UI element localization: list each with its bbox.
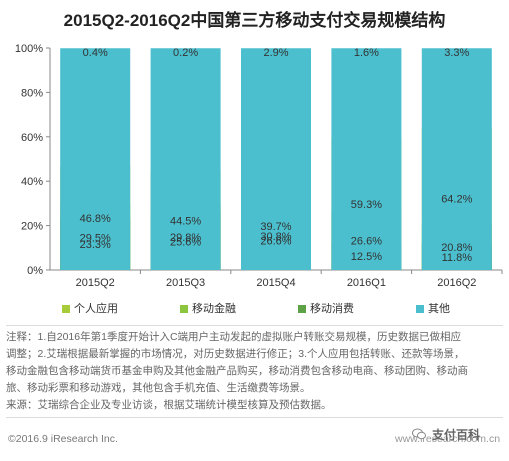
bar-segment — [60, 48, 131, 270]
y-tick-label: 40% — [21, 176, 43, 188]
data-label: 1.6% — [354, 47, 379, 59]
data-label: 20.8% — [441, 242, 472, 254]
chart-title: 2015Q2-2016Q2中国第三方移动支付交易规模结构 — [63, 11, 446, 30]
legend-item: 个人应用 — [62, 300, 118, 316]
source-line: 来源：艾瑞综合企业及专业访谈，根据艾瑞统计模型核算及预估数据。 — [6, 399, 332, 411]
data-label: 44.5% — [170, 216, 201, 228]
data-label: 23.3% — [80, 239, 111, 251]
legend-label: 移动消费 — [310, 303, 354, 315]
y-tick-label: 60% — [21, 132, 43, 144]
legend-label: 个人应用 — [74, 303, 118, 315]
chart-bars — [60, 47, 492, 270]
stacked-bar-chart: 0% 20% 40% 60% 80% 100% 2015Q2 2015Q3 2015Q4 2016… — [15, 43, 503, 289]
legend-swatch — [416, 305, 424, 313]
y-tick-label: 0% — [27, 265, 43, 277]
legend-item: 移动消费 — [298, 300, 354, 316]
data-label: 3.3% — [444, 47, 469, 59]
data-label: 29.8% — [170, 232, 201, 244]
bar-segment — [150, 48, 221, 270]
legend-label: 其他 — [428, 303, 450, 315]
y-tick-label: 80% — [21, 87, 43, 99]
legend-swatch — [180, 305, 188, 313]
chart-axes: 0% 20% 40% 60% 80% 100% 2015Q2 2015Q3 2015Q4 2016… — [15, 43, 503, 289]
x-tick-label: 2015Q3 — [166, 277, 205, 289]
data-label: 0.4% — [83, 47, 108, 59]
data-label: 25.6% — [170, 237, 201, 249]
legend-item: 其他 — [416, 300, 450, 316]
data-label: 11.8% — [442, 252, 473, 264]
note-line: 注释：1.自2016年第1季度开始计入C端用户主动发起的虚拟账户转账交易规模，历… — [6, 331, 462, 343]
legend-item: 移动金融 — [180, 300, 236, 316]
legend-swatch — [298, 305, 306, 313]
x-tick-label: 2016Q1 — [347, 277, 386, 289]
note-line: 移动金融包含移动端货币基金申购及其他金融产品购买，移动消费包含移动电商、移动团购… — [6, 365, 468, 377]
bar-segment — [331, 48, 402, 270]
data-label: 46.8% — [80, 213, 111, 225]
x-tick-label: 2015Q2 — [76, 277, 115, 289]
data-label: 59.3% — [351, 199, 382, 211]
data-label: 2.9% — [263, 47, 288, 59]
y-tick-label: 100% — [15, 43, 43, 55]
watermark: 支付百科 — [432, 428, 481, 442]
copyright: ©2016.9 iResearch Inc. — [8, 433, 118, 445]
y-tick-label: 20% — [21, 221, 43, 233]
note-line: 调整；2.艾瑞根据最新掌握的市场情况，对历史数据进行修正；3.个人应用包括转账、… — [6, 348, 465, 360]
bar-segment — [421, 48, 492, 270]
wechat-logo-icon — [412, 428, 426, 440]
x-tick-label: 2015Q4 — [256, 277, 295, 289]
data-label: 12.5% — [351, 251, 382, 263]
data-label: 39.7% — [260, 221, 291, 233]
chart-data-labels: 29.5% 46.8% 23.3% 0.4% 29.8% 44.5% 25.6% 0.2% 30… — [80, 47, 473, 264]
notes-block: 注释：1.自2016年第1季度开始计入C端用户主动发起的虚拟账户转账交易规模，历… — [6, 325, 503, 418]
data-label: 64.2% — [441, 194, 472, 206]
bar-segment — [241, 48, 311, 270]
legend-swatch — [62, 305, 70, 313]
x-tick-label: 2016Q2 — [437, 277, 476, 289]
legend-label: 移动金融 — [192, 303, 236, 315]
note-line: 旅、移动彩票和移动游戏，其他包含手机充值、生活缴费等场景。 — [6, 382, 311, 394]
data-label: 30.8% — [260, 231, 291, 243]
data-label: 26.6% — [260, 235, 291, 247]
chart-legend: 个人应用 移动金融 移动消费 其他 — [62, 300, 502, 316]
data-label: 29.5% — [80, 232, 111, 244]
data-label: 26.6% — [351, 235, 382, 247]
data-label: 0.2% — [173, 47, 198, 59]
